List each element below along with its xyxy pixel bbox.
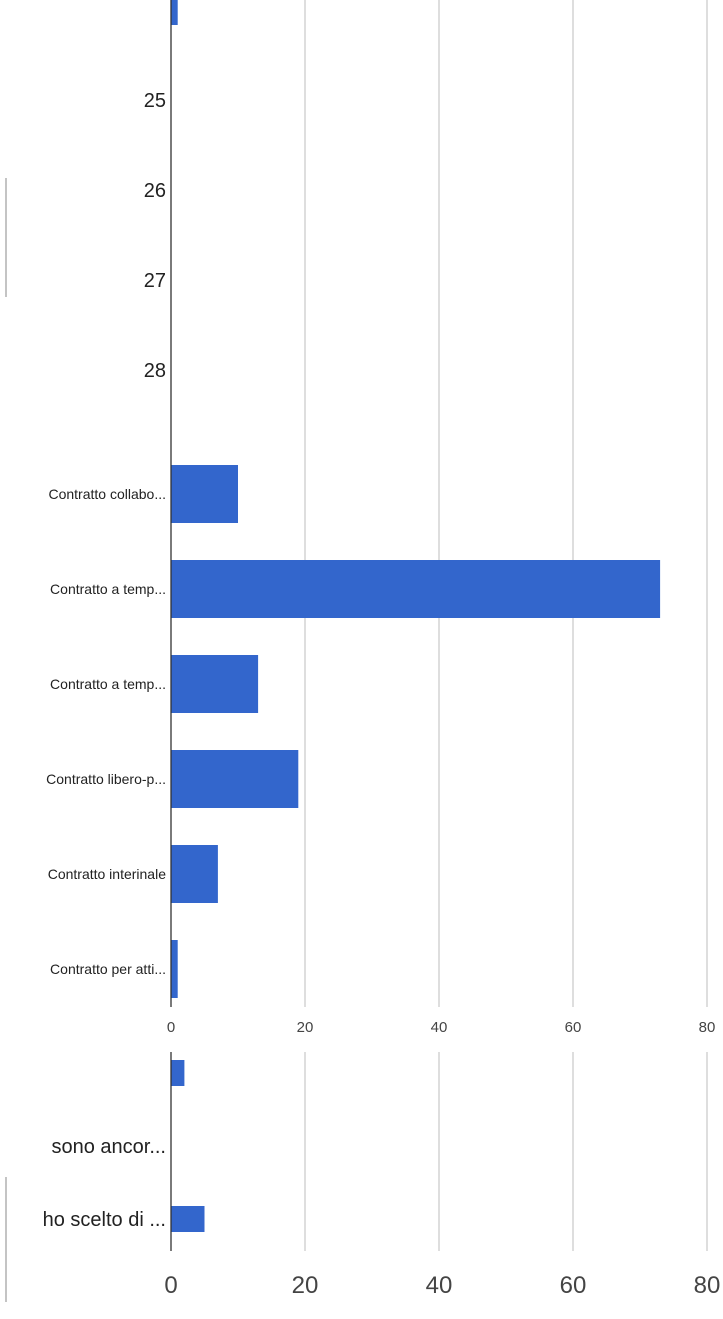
category-label: sono ancor... — [51, 1136, 166, 1158]
chart-age-panel: 2526272829 — [5, 0, 708, 437]
category-label: 26 — [144, 180, 166, 202]
category-label: 27 — [144, 270, 166, 292]
bar — [171, 750, 299, 808]
chart-contract-type-panel: Contratto collabo... Contratto a temp... C… — [46, 437, 716, 1036]
bar — [171, 1206, 205, 1232]
chart-reason-panel: sono ancor... ho scelto di ... 0 20 40 60 80 — [5, 1052, 721, 1302]
x-tick-label: 40 — [431, 1019, 448, 1036]
bar — [171, 465, 238, 523]
bar — [171, 1060, 185, 1086]
bar — [171, 560, 661, 618]
category-label: Contratto collabo... — [48, 486, 166, 502]
x-tick-label: 80 — [694, 1272, 721, 1299]
category-label: Contratto interinale — [48, 866, 167, 882]
bar — [171, 0, 178, 25]
x-tick-label: 0 — [164, 1272, 177, 1299]
category-label: Contratto a temp... — [50, 676, 166, 692]
category-label: ho scelto di ... — [43, 1209, 166, 1231]
x-tick-label: 20 — [297, 1019, 314, 1036]
bar — [171, 940, 178, 998]
x-tick-label: 80 — [699, 1019, 716, 1036]
category-label: Contratto a temp... — [50, 581, 166, 597]
x-tick-label: 60 — [565, 1019, 582, 1036]
category-label: Contratto per atti... — [50, 961, 166, 977]
x-tick-label: 0 — [167, 1019, 175, 1036]
bar — [171, 845, 218, 903]
category-label: 25 — [144, 90, 166, 112]
bar — [171, 655, 259, 713]
x-tick-label: 60 — [560, 1272, 587, 1299]
category-label: 28 — [144, 360, 166, 382]
category-label: Contratto libero-p... — [46, 771, 166, 787]
x-tick-label: 20 — [292, 1272, 319, 1299]
x-tick-label: 40 — [426, 1272, 453, 1299]
